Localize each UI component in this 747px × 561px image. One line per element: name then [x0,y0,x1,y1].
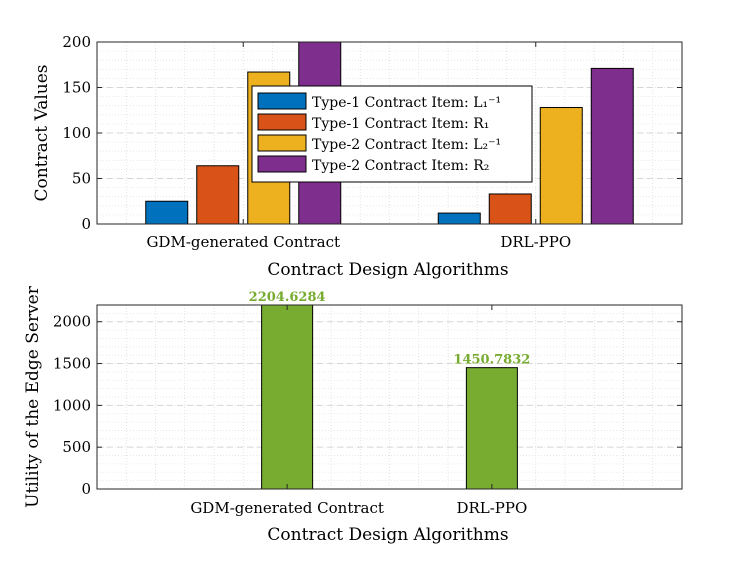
legend-swatch [257,155,307,173]
x-axis-label: Contract Design Algorithms [267,260,508,280]
y-tick-label: 200 [62,33,91,51]
chart-edge-server-utility: 2204.6284 1450.7832 0 500 1000 1500 2000 GDM-… [23,285,683,545]
legend-label: Type-2 Contract Item: L₂⁻¹ [312,137,501,153]
bar [465,367,518,490]
y-tick-label: 150 [62,79,91,97]
y-tick-label: 1000 [53,396,91,414]
bar [196,165,240,225]
plot-frame [96,304,683,490]
bar [437,212,481,225]
y-tick-label: 1500 [53,355,91,373]
bar [539,107,583,225]
bar-data-label: 2204.6284 [249,290,326,305]
legend-swatch [257,134,307,152]
x-tick-label: DRL-PPO [500,233,571,251]
y-axis-label: Utility of the Edge Server [23,285,43,508]
y-tick-label: 100 [62,124,91,142]
bars: 2204.6284 1450.7832 [249,290,530,490]
x-ticks: GDM-generated Contract DRL-PPO [190,305,527,517]
legend-label: Type-2 Contract Item: R₂ [312,158,489,174]
legend-swatch [257,92,307,110]
x-tick-label: GDM-generated Contract [146,233,340,251]
legend-label: Type-1 Contract Item: R₁ [312,116,489,132]
x-axis-label: Contract Design Algorithms [267,525,508,545]
x-tick-label: DRL-PPO [456,499,527,517]
chart-contract-values: 0 50 100 150 200 GDM-generated Contract DRL-P… [32,33,683,280]
legend-swatch [257,113,307,131]
bar [590,67,634,225]
y-tick-label: 0 [81,480,91,498]
y-tick-label: 2000 [53,313,91,331]
y-tick-label: 50 [72,170,91,188]
x-ticks: GDM-generated Contract DRL-PPO [146,42,571,251]
y-ticks: 0 500 1000 1500 2000 [53,313,682,498]
bar-data-label: 1450.7832 [453,353,530,368]
bar [488,193,532,225]
y-tick-label: 0 [81,215,91,233]
legend-label: Type-1 Contract Item: L₁⁻¹ [312,95,501,111]
y-axis-label: Contract Values [32,64,52,201]
y-tick-label: 500 [62,438,91,456]
y-ticks: 0 50 100 150 200 [62,33,682,233]
bar [261,304,314,490]
legend: Type-1 Contract Item: L₁⁻¹ Type-1 Contrac… [251,85,533,183]
x-tick-label: GDM-generated Contract [190,499,384,517]
bar [145,200,189,225]
